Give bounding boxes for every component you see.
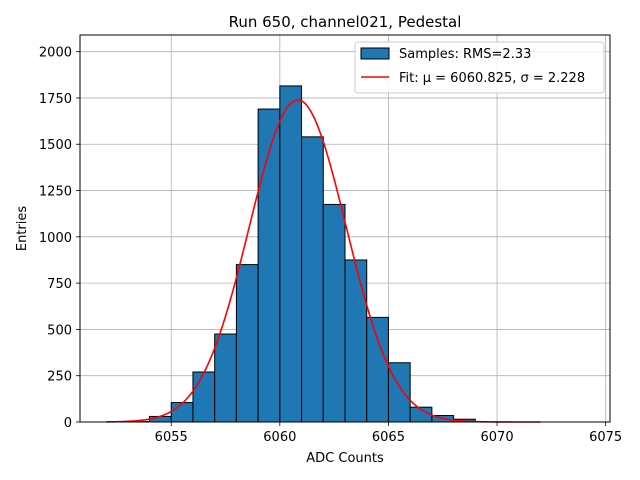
histogram-bar — [279, 85, 303, 423]
legend: Samples: RMS=2.33 Fit: μ = 6060.825, σ =… — [354, 41, 605, 94]
histogram-bar — [235, 264, 259, 423]
x-tick-label: 6065 — [372, 430, 405, 445]
histogram-bar — [214, 333, 237, 423]
x-tick-label: 6060 — [263, 430, 296, 445]
legend-label-samples: Samples: RMS=2.33 — [399, 47, 531, 62]
x-tick-label: 6075 — [589, 430, 622, 445]
plot-frame — [79, 34, 611, 423]
histogram-bar — [322, 203, 346, 423]
y-tick-label: 250 — [47, 370, 72, 385]
histogram-bar — [149, 415, 172, 423]
y-tick-label: 1750 — [39, 92, 72, 107]
fit-curve — [106, 99, 541, 423]
y-tick-label: 750 — [47, 277, 72, 292]
y-axis-label: Entries — [15, 206, 30, 252]
legend-box — [354, 41, 605, 94]
histogram-bar — [344, 259, 368, 423]
y-tick-label: 500 — [47, 323, 72, 338]
histogram-bar — [301, 136, 324, 423]
x-tick-label: 6070 — [481, 430, 514, 445]
histogram-bar — [366, 316, 389, 423]
x-axis-label: ADC Counts — [306, 451, 384, 466]
y-tick-label: 1000 — [39, 231, 72, 246]
fit-curve-group — [106, 99, 541, 423]
histogram-bars — [127, 85, 476, 423]
chart-title: Run 650, channel021, Pedestal — [229, 13, 462, 31]
x-axis-ticks: 6055 6060 6065 6070 6075 — [155, 422, 622, 445]
y-tick-label: 0 — [64, 416, 72, 431]
legend-swatch-samples — [360, 47, 390, 60]
histogram-bar — [192, 371, 216, 423]
y-tick-label: 2000 — [39, 46, 72, 61]
y-axis-ticks: 0 250 500 750 1000 1250 1500 1750 2000 — [39, 46, 80, 431]
y-tick-label: 1500 — [39, 138, 72, 153]
histogram-bar — [257, 108, 281, 423]
y-tick-label: 1250 — [39, 185, 72, 200]
x-tick-label: 6055 — [155, 430, 188, 445]
legend-label-fit: Fit: μ = 6060.825, σ = 2.228 — [399, 71, 585, 86]
histogram-bar — [170, 402, 194, 423]
